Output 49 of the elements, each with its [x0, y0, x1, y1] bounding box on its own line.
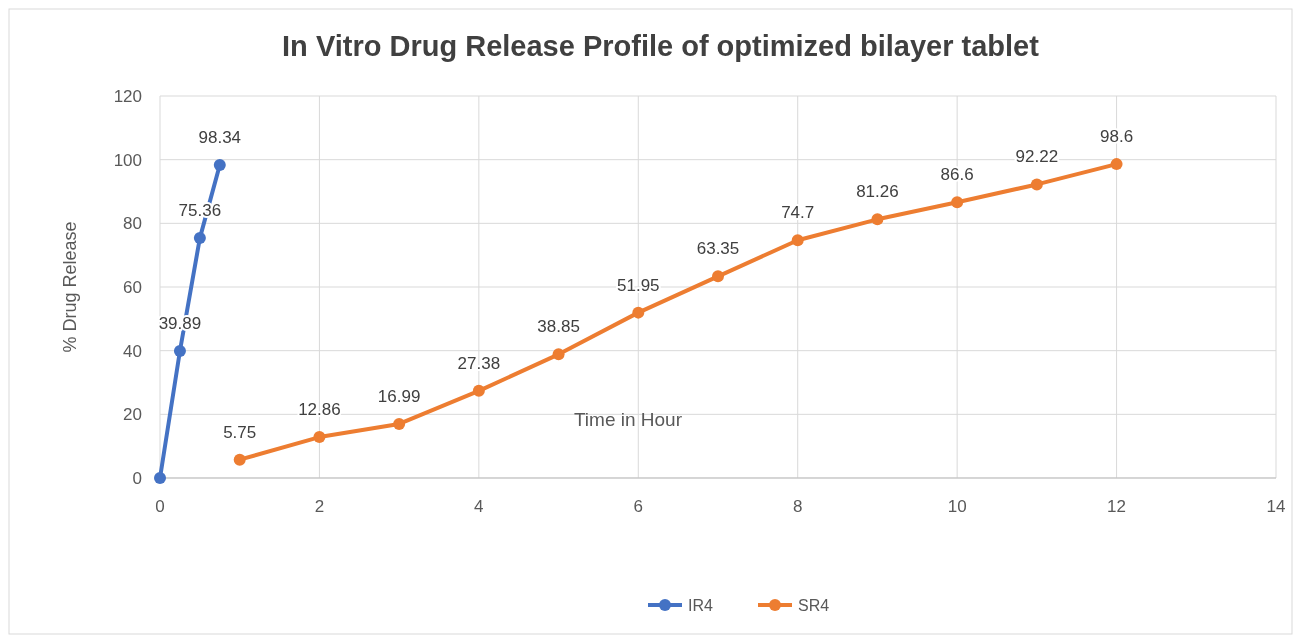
- x-tick-label: 10: [947, 497, 967, 516]
- point: [472, 384, 485, 397]
- data-label: 5.75: [223, 422, 257, 442]
- data-label: 74.7: [781, 203, 815, 223]
- x-tick-label: 0: [155, 497, 165, 516]
- x-tick-label: 2: [314, 497, 325, 516]
- data-label: 12.86: [298, 400, 341, 420]
- point: [871, 213, 884, 226]
- point: [951, 196, 964, 209]
- point: [213, 158, 226, 171]
- point: [791, 234, 804, 247]
- y-tick-label: 120: [113, 87, 142, 106]
- data-label: 98.34: [198, 127, 242, 147]
- x-tick-label: 14: [1266, 497, 1286, 516]
- point: [712, 270, 724, 283]
- point: [393, 417, 406, 430]
- data-label: 81.26: [856, 182, 899, 202]
- point: [552, 348, 565, 361]
- x-tick-label: 8: [792, 497, 803, 516]
- x-tick-label: 12: [1107, 497, 1127, 516]
- point: [632, 306, 645, 319]
- point: [233, 453, 246, 466]
- data-label: 98.6: [1100, 127, 1134, 147]
- legend-label: SR4: [798, 597, 830, 614]
- chart-title: In Vitro Drug Release Profile of optimized bilayer tablet: [282, 30, 1040, 62]
- y-tick-label: 0: [132, 469, 142, 488]
- y-tick-label: 100: [113, 150, 142, 170]
- y-tick-label: 20: [123, 405, 142, 425]
- y-axis-title: % Drug Release: [60, 221, 80, 353]
- data-label: 38.85: [537, 317, 580, 337]
- x-tick-label: 4: [474, 497, 484, 516]
- data-label: 63.35: [696, 239, 740, 259]
- y-tick-label: 60: [123, 278, 142, 297]
- y-tick-label: 40: [123, 341, 142, 361]
- x-tick-label: 6: [633, 497, 644, 516]
- y-tick-label: 80: [123, 214, 142, 234]
- data-label: 51.95: [617, 275, 660, 295]
- data-label: 92.22: [1015, 147, 1059, 167]
- point: [1110, 158, 1123, 171]
- point: [173, 345, 186, 358]
- point: [154, 472, 166, 484]
- point: [1030, 178, 1043, 191]
- point: [193, 232, 206, 245]
- data-label: 86.6: [940, 165, 974, 185]
- data-label: 27.38: [457, 353, 501, 373]
- legend-label: IR4: [688, 597, 713, 614]
- point: [313, 431, 326, 444]
- data-label: 16.99: [377, 386, 421, 406]
- x-axis-title: Time in Hour: [573, 409, 683, 430]
